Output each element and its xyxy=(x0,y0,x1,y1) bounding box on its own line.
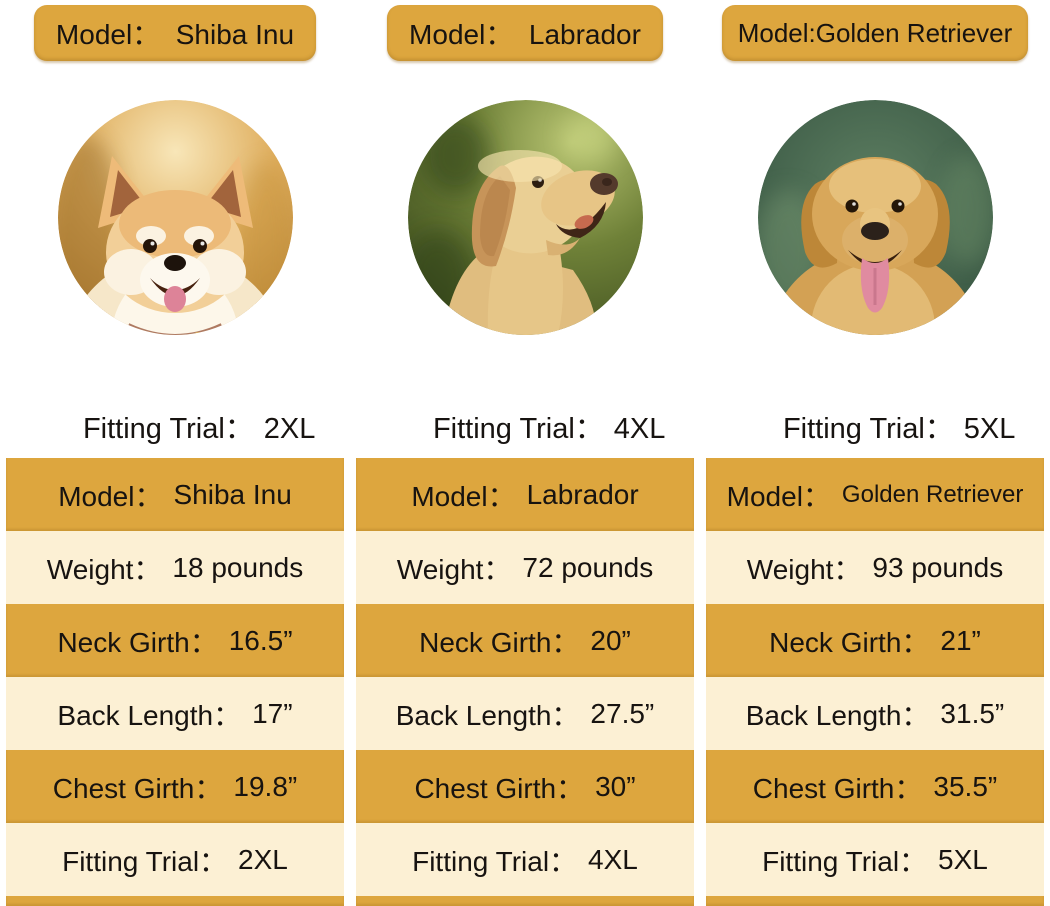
row-label: Weight： xyxy=(46,553,162,585)
table-row-back-length: Back Length： 17” xyxy=(6,677,344,750)
row-label: Weight： xyxy=(746,553,862,585)
table-row-fitting-trial: Fitting Trial： 2XL xyxy=(6,823,344,896)
row-value: 35.5” xyxy=(933,770,998,802)
row-value: 93 pounds xyxy=(872,551,1004,583)
row-label: Chest Girth： xyxy=(414,772,585,804)
row-value: 72 pounds xyxy=(522,551,654,583)
row-label: Model： xyxy=(726,480,831,512)
table-row-fitting-trial: Fitting Trial： 4XL xyxy=(356,823,694,896)
table-row-chest-girth: Chest Girth： 30” xyxy=(356,750,694,823)
table-row-neck-girth: Neck Girth： 20” xyxy=(356,604,694,677)
model-badge-text: Model： Shiba Inu xyxy=(55,19,295,50)
row-label: Chest Girth： xyxy=(52,772,223,804)
dog-photo xyxy=(757,100,993,335)
table-row-weight: Weight： 18 pounds xyxy=(6,531,344,604)
table-row-partial xyxy=(356,896,694,906)
shiba-inu-photo xyxy=(57,100,293,335)
size-table: Model： Labrador Weight： 72 pounds Neck G… xyxy=(356,458,694,906)
row-label: Back Length： xyxy=(57,699,242,731)
size-table: Model： Shiba Inu Weight： 18 pounds Neck … xyxy=(6,458,344,906)
table-row-fitting-trial: Fitting Trial： 5XL xyxy=(706,823,1044,896)
row-label: Fitting Trial： xyxy=(762,845,928,877)
model-badge: Model： Shiba Inu xyxy=(33,5,317,61)
row-label: Model： xyxy=(411,480,516,512)
row-label: Neck Girth： xyxy=(419,626,580,658)
row-value: 30” xyxy=(595,770,636,802)
model-column-shiba-inu: Model： Shiba Inu xyxy=(0,0,350,906)
table-row-model: Model： Golden Retriever xyxy=(706,458,1044,531)
row-value: 20” xyxy=(590,624,631,656)
row-value: 31.5” xyxy=(940,697,1005,729)
row-label: Model： xyxy=(58,480,163,512)
fitting-trial-label: Fitting Trial： xyxy=(432,413,604,445)
model-badge: Model:Golden Retriever xyxy=(721,5,1029,61)
row-value: 5XL xyxy=(938,843,988,875)
model-column-labrador: Model： Labrador xyxy=(350,0,700,906)
size-table: Model： Golden Retriever Weight： 93 pound… xyxy=(706,458,1044,906)
table-row-model: Model： Labrador xyxy=(356,458,694,531)
row-value: Golden Retriever xyxy=(841,480,1024,508)
table-row-model: Model： Shiba Inu xyxy=(6,458,344,531)
table-row-back-length: Back Length： 31.5” xyxy=(706,677,1044,750)
row-value: 18 pounds xyxy=(172,551,304,583)
fitting-trial-caption: Fitting Trial： 5XL xyxy=(735,378,1015,445)
row-value: 4XL xyxy=(588,843,638,875)
row-value: 17” xyxy=(252,697,293,729)
row-value: Shiba Inu xyxy=(173,478,292,510)
model-badge: Model： Labrador xyxy=(387,5,663,61)
fitting-trial-value: 2XL xyxy=(263,413,316,445)
row-label: Back Length： xyxy=(395,699,580,731)
table-row-weight: Weight： 72 pounds xyxy=(356,531,694,604)
row-value: 19.8” xyxy=(233,770,298,802)
row-value: 2XL xyxy=(238,843,288,875)
row-label: Back Length： xyxy=(745,699,930,731)
dog-photo xyxy=(57,100,293,335)
fitting-trial-label: Fitting Trial： xyxy=(782,413,954,445)
fitting-trial-label: Fitting Trial： xyxy=(82,413,254,445)
row-value: 27.5” xyxy=(590,697,655,729)
table-row-neck-girth: Neck Girth： 16.5” xyxy=(6,604,344,677)
fitting-trial-caption: Fitting Trial： 4XL xyxy=(385,378,665,445)
row-label: Weight： xyxy=(396,553,512,585)
row-label: Neck Girth： xyxy=(57,626,218,658)
model-badge-text: Model： Labrador xyxy=(409,19,641,50)
row-label: Fitting Trial： xyxy=(62,845,228,877)
golden-retriever-photo xyxy=(757,100,993,335)
fitting-trial-value: 5XL xyxy=(963,413,1016,445)
model-column-golden-retriever: Model:Golden Retriever xyxy=(700,0,1050,906)
fitting-trial-caption: Fitting Trial： 2XL xyxy=(35,378,315,445)
row-label: Chest Girth： xyxy=(752,772,923,804)
labrador-photo xyxy=(407,100,643,335)
table-row-weight: Weight： 93 pounds xyxy=(706,531,1044,604)
row-label: Fitting Trial： xyxy=(412,845,578,877)
row-value: Labrador xyxy=(526,478,639,510)
table-row-partial xyxy=(6,896,344,906)
table-row-neck-girth: Neck Girth： 21” xyxy=(706,604,1044,677)
model-badge-text: Model:Golden Retriever xyxy=(737,17,1013,48)
table-row-chest-girth: Chest Girth： 19.8” xyxy=(6,750,344,823)
table-row-partial xyxy=(706,896,1044,906)
row-value: 16.5” xyxy=(228,624,293,656)
table-row-chest-girth: Chest Girth： 35.5” xyxy=(706,750,1044,823)
row-label: Neck Girth： xyxy=(769,626,930,658)
fitting-trial-value: 4XL xyxy=(613,413,666,445)
table-row-back-length: Back Length： 27.5” xyxy=(356,677,694,750)
row-value: 21” xyxy=(940,624,981,656)
dog-photo xyxy=(407,100,643,335)
